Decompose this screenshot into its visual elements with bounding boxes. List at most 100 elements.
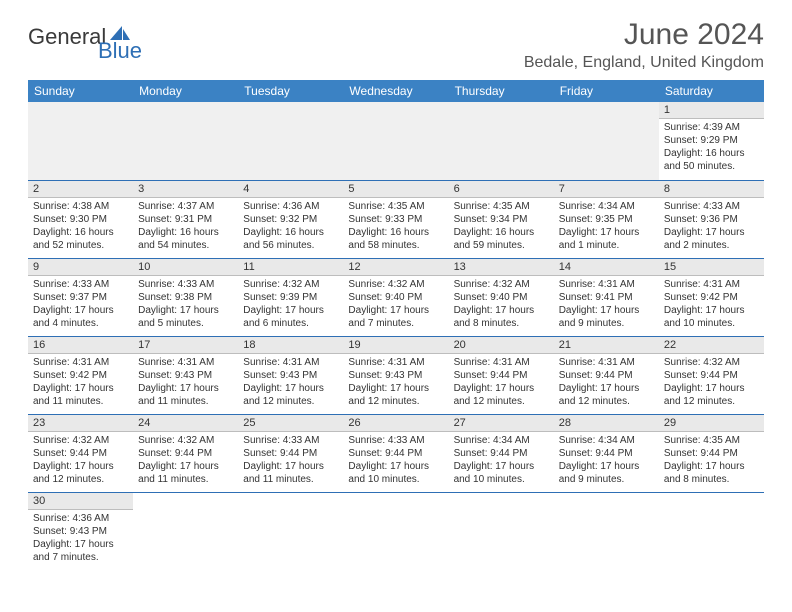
day-body: Sunrise: 4:32 AMSunset: 9:40 PMDaylight:… xyxy=(343,276,448,332)
day-line: Sunset: 9:29 PM xyxy=(664,134,759,147)
day-line: Daylight: 17 hours xyxy=(559,382,654,395)
day-line: Sunrise: 4:32 AM xyxy=(348,278,443,291)
day-number: 19 xyxy=(343,337,448,354)
day-number: 9 xyxy=(28,259,133,276)
day-line: and 59 minutes. xyxy=(454,239,549,252)
day-line: Sunset: 9:44 PM xyxy=(664,369,759,382)
day-line: and 8 minutes. xyxy=(664,473,759,486)
week-row: 2Sunrise: 4:38 AMSunset: 9:30 PMDaylight… xyxy=(28,180,764,258)
day-line: Daylight: 17 hours xyxy=(348,382,443,395)
day-cell: 10Sunrise: 4:33 AMSunset: 9:38 PMDayligh… xyxy=(133,258,238,336)
day-line: Sunset: 9:43 PM xyxy=(33,525,128,538)
week-row: 9Sunrise: 4:33 AMSunset: 9:37 PMDaylight… xyxy=(28,258,764,336)
day-cell: 28Sunrise: 4:34 AMSunset: 9:44 PMDayligh… xyxy=(554,414,659,492)
day-body: Sunrise: 4:31 AMSunset: 9:42 PMDaylight:… xyxy=(28,354,133,410)
weekday-header: Tuesday xyxy=(238,80,343,102)
week-row: 30Sunrise: 4:36 AMSunset: 9:43 PMDayligh… xyxy=(28,492,764,570)
day-line: Sunrise: 4:31 AM xyxy=(664,278,759,291)
day-line: Sunset: 9:40 PM xyxy=(348,291,443,304)
day-line: Sunrise: 4:33 AM xyxy=(348,434,443,447)
day-number: 26 xyxy=(343,415,448,432)
day-line: Daylight: 17 hours xyxy=(243,304,338,317)
day-cell xyxy=(28,102,133,180)
day-number: 21 xyxy=(554,337,659,354)
day-body: Sunrise: 4:36 AMSunset: 9:32 PMDaylight:… xyxy=(238,198,343,254)
day-line: Sunset: 9:44 PM xyxy=(559,369,654,382)
day-cell xyxy=(238,102,343,180)
day-line: Daylight: 17 hours xyxy=(664,304,759,317)
day-number: 7 xyxy=(554,181,659,198)
day-line: Daylight: 17 hours xyxy=(348,304,443,317)
day-line: and 12 minutes. xyxy=(454,395,549,408)
day-cell: 1Sunrise: 4:39 AMSunset: 9:29 PMDaylight… xyxy=(659,102,764,180)
day-number: 15 xyxy=(659,259,764,276)
day-cell: 2Sunrise: 4:38 AMSunset: 9:30 PMDaylight… xyxy=(28,180,133,258)
week-row: 1Sunrise: 4:39 AMSunset: 9:29 PMDaylight… xyxy=(28,102,764,180)
day-line: Daylight: 16 hours xyxy=(33,226,128,239)
day-line: Sunset: 9:44 PM xyxy=(33,447,128,460)
day-body: Sunrise: 4:32 AMSunset: 9:40 PMDaylight:… xyxy=(449,276,554,332)
day-body: Sunrise: 4:31 AMSunset: 9:41 PMDaylight:… xyxy=(554,276,659,332)
day-line: Daylight: 17 hours xyxy=(559,226,654,239)
day-line: Sunset: 9:44 PM xyxy=(454,447,549,460)
day-line: Sunrise: 4:31 AM xyxy=(138,356,233,369)
day-number: 3 xyxy=(133,181,238,198)
day-number: 2 xyxy=(28,181,133,198)
day-body: Sunrise: 4:37 AMSunset: 9:31 PMDaylight:… xyxy=(133,198,238,254)
month-title: June 2024 xyxy=(524,18,764,52)
day-cell: 8Sunrise: 4:33 AMSunset: 9:36 PMDaylight… xyxy=(659,180,764,258)
day-line: Daylight: 17 hours xyxy=(664,226,759,239)
day-line: Sunrise: 4:39 AM xyxy=(664,121,759,134)
day-line: Sunset: 9:37 PM xyxy=(33,291,128,304)
day-body: Sunrise: 4:34 AMSunset: 9:35 PMDaylight:… xyxy=(554,198,659,254)
day-line: Sunrise: 4:31 AM xyxy=(243,356,338,369)
day-line: Sunset: 9:42 PM xyxy=(664,291,759,304)
day-line: Sunset: 9:32 PM xyxy=(243,213,338,226)
week-row: 16Sunrise: 4:31 AMSunset: 9:42 PMDayligh… xyxy=(28,336,764,414)
day-cell: 16Sunrise: 4:31 AMSunset: 9:42 PMDayligh… xyxy=(28,336,133,414)
logo-text-gray: General xyxy=(28,24,106,49)
day-line: Sunrise: 4:32 AM xyxy=(454,278,549,291)
day-line: and 9 minutes. xyxy=(559,317,654,330)
day-line: and 9 minutes. xyxy=(559,473,654,486)
day-line: Sunset: 9:33 PM xyxy=(348,213,443,226)
day-line: Sunrise: 4:31 AM xyxy=(454,356,549,369)
day-line: Daylight: 16 hours xyxy=(348,226,443,239)
day-body: Sunrise: 4:34 AMSunset: 9:44 PMDaylight:… xyxy=(449,432,554,488)
day-number: 4 xyxy=(238,181,343,198)
location: Bedale, England, United Kingdom xyxy=(524,54,764,72)
day-cell xyxy=(449,102,554,180)
day-body: Sunrise: 4:33 AMSunset: 9:37 PMDaylight:… xyxy=(28,276,133,332)
day-cell: 17Sunrise: 4:31 AMSunset: 9:43 PMDayligh… xyxy=(133,336,238,414)
day-cell: 5Sunrise: 4:35 AMSunset: 9:33 PMDaylight… xyxy=(343,180,448,258)
day-body: Sunrise: 4:33 AMSunset: 9:36 PMDaylight:… xyxy=(659,198,764,254)
day-number: 11 xyxy=(238,259,343,276)
day-line: Sunrise: 4:35 AM xyxy=(454,200,549,213)
day-line: Daylight: 17 hours xyxy=(138,382,233,395)
day-cell: 20Sunrise: 4:31 AMSunset: 9:44 PMDayligh… xyxy=(449,336,554,414)
day-line: Sunset: 9:34 PM xyxy=(454,213,549,226)
day-number: 12 xyxy=(343,259,448,276)
day-line: and 7 minutes. xyxy=(348,317,443,330)
day-body: Sunrise: 4:31 AMSunset: 9:44 PMDaylight:… xyxy=(554,354,659,410)
day-line: and 4 minutes. xyxy=(33,317,128,330)
day-number: 24 xyxy=(133,415,238,432)
day-cell: 21Sunrise: 4:31 AMSunset: 9:44 PMDayligh… xyxy=(554,336,659,414)
day-line: Daylight: 16 hours xyxy=(243,226,338,239)
day-cell: 3Sunrise: 4:37 AMSunset: 9:31 PMDaylight… xyxy=(133,180,238,258)
day-cell xyxy=(133,492,238,570)
day-line: Sunset: 9:42 PM xyxy=(33,369,128,382)
day-line: Sunset: 9:44 PM xyxy=(559,447,654,460)
day-cell xyxy=(343,102,448,180)
day-line: Sunrise: 4:33 AM xyxy=(664,200,759,213)
day-line: Daylight: 17 hours xyxy=(559,304,654,317)
day-cell: 25Sunrise: 4:33 AMSunset: 9:44 PMDayligh… xyxy=(238,414,343,492)
day-body: Sunrise: 4:33 AMSunset: 9:44 PMDaylight:… xyxy=(238,432,343,488)
day-line: and 12 minutes. xyxy=(664,395,759,408)
day-cell: 13Sunrise: 4:32 AMSunset: 9:40 PMDayligh… xyxy=(449,258,554,336)
day-line: Sunrise: 4:36 AM xyxy=(33,512,128,525)
day-line: Sunrise: 4:32 AM xyxy=(243,278,338,291)
day-line: Sunrise: 4:35 AM xyxy=(348,200,443,213)
day-cell: 7Sunrise: 4:34 AMSunset: 9:35 PMDaylight… xyxy=(554,180,659,258)
day-line: Sunset: 9:44 PM xyxy=(138,447,233,460)
